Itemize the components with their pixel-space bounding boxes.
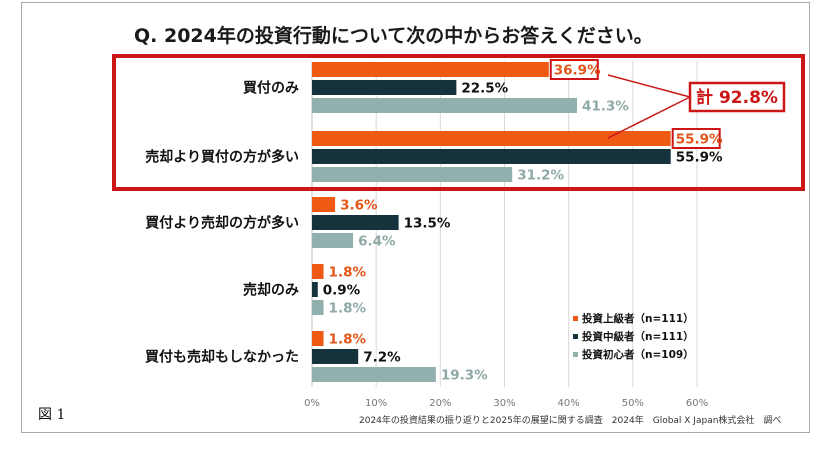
x-tick-label: 0% xyxy=(304,398,320,409)
bar-0-2 xyxy=(312,98,578,113)
bar-1-2 xyxy=(312,167,513,182)
bar-3-1 xyxy=(312,282,318,297)
bar-chart: Q. 2024年の投資行動について次の中からお答えください。 36.9% 22.5… xyxy=(38,24,805,426)
bar-4-0 xyxy=(312,331,324,346)
x-tick-label: 40% xyxy=(558,398,580,409)
bar-3-0 xyxy=(312,264,324,279)
data-label: 36.9% xyxy=(554,63,601,79)
bar-2-0 xyxy=(312,197,336,212)
legend-label: 投資初心者（n=109） xyxy=(582,348,694,361)
legend-swatch-2 xyxy=(573,352,578,357)
bar-0-1 xyxy=(312,80,457,95)
legend-swatch-1 xyxy=(573,334,578,339)
legend-swatch-0 xyxy=(573,316,578,321)
data-label: 55.9% xyxy=(676,132,723,148)
total-callout-text: 計 92.8% xyxy=(696,87,778,108)
x-tick-label: 60% xyxy=(686,398,708,409)
callout-line-1 xyxy=(607,74,691,98)
figure-frame: Q. 2024年の投資行動について次の中からお答えください。 36.9% 22.5… xyxy=(21,2,810,433)
category-label: 買付のみ xyxy=(243,80,299,97)
category-label: 買付も売却もしなかった xyxy=(145,349,299,366)
x-tick-label: 10% xyxy=(365,398,387,409)
bar-1-1 xyxy=(312,149,671,164)
data-label: 55.9% xyxy=(676,150,723,166)
legend-label: 投資上級者（n=111） xyxy=(582,312,694,325)
chart-title: Q. 2024年の投資行動について次の中からお答えください。 xyxy=(134,24,653,47)
data-label: 13.5% xyxy=(404,216,451,232)
bar-3-2 xyxy=(312,300,324,315)
bar-4-2 xyxy=(312,367,436,382)
x-tick-label: 30% xyxy=(493,398,515,409)
data-label: 31.2% xyxy=(517,168,564,184)
x-tick-label: 50% xyxy=(622,398,644,409)
figure-label: 図 1 xyxy=(38,407,65,423)
data-label: 1.8% xyxy=(329,265,367,281)
data-label: 19.3% xyxy=(441,368,488,384)
data-label: 1.8% xyxy=(329,301,367,317)
bar-2-2 xyxy=(312,233,354,248)
data-label: 41.3% xyxy=(582,99,629,115)
source-note: 2024年の投資結果の振り返りと2025年の展望に関する調査 2024年 Glo… xyxy=(359,414,781,426)
category-label: 売却より買付の方が多い xyxy=(145,149,299,166)
highlighted-label-box xyxy=(549,59,599,80)
bar-2-1 xyxy=(312,215,399,230)
x-tick-label: 20% xyxy=(429,398,451,409)
data-label: 0.9% xyxy=(323,283,361,299)
data-label: 6.4% xyxy=(358,234,396,250)
category-label: 売却のみ xyxy=(243,282,299,299)
data-label: 1.8% xyxy=(329,332,367,348)
highlight-box xyxy=(112,54,805,191)
bar-0-0 xyxy=(312,62,549,77)
callout-line-2 xyxy=(607,96,691,139)
data-label: 3.6% xyxy=(340,198,378,214)
total-callout-box xyxy=(688,81,786,113)
legend-label: 投資中級者（n=111） xyxy=(582,330,694,343)
category-label: 買付より売却の方が多い xyxy=(145,215,299,232)
data-label: 7.2% xyxy=(363,350,401,366)
bar-4-1 xyxy=(312,349,359,364)
bar-1-0 xyxy=(312,131,671,146)
highlighted-label-box xyxy=(671,128,721,149)
data-label: 22.5% xyxy=(461,81,508,97)
